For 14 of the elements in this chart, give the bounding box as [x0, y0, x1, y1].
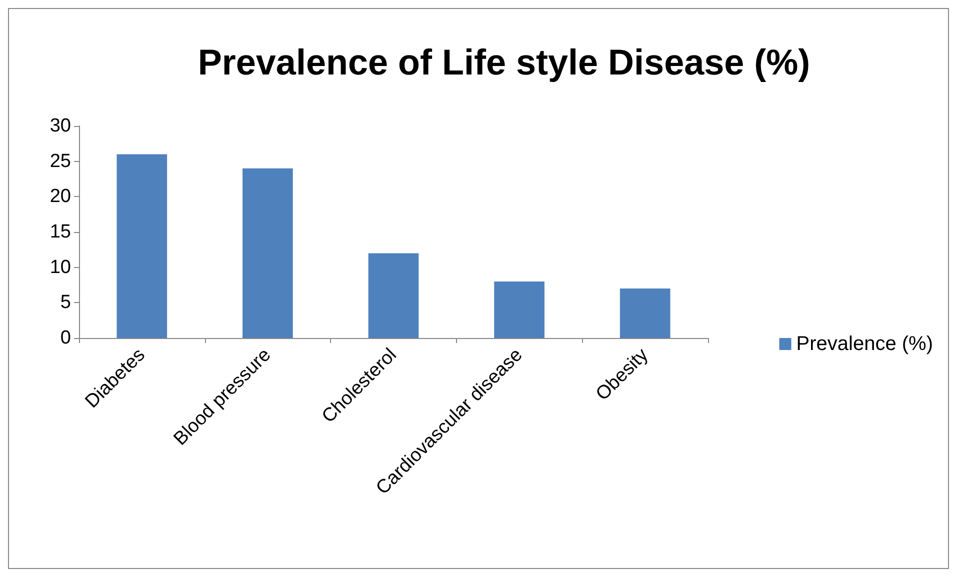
bar [242, 168, 293, 338]
y-tick-label: 10 [50, 256, 71, 278]
y-tick-label: 0 [60, 328, 71, 348]
bar [368, 253, 419, 338]
y-tick-label: 15 [50, 222, 71, 242]
y-tick-label: 25 [50, 150, 71, 172]
legend-label: Prevalence (%) [796, 333, 933, 355]
y-tick-label: 5 [60, 292, 71, 314]
bar [116, 154, 168, 338]
y-tick-label: 20 [50, 186, 71, 208]
y-tick-label: 30 [50, 116, 71, 136]
chart-title: Prevalence of Life style Disease (%) [198, 42, 810, 82]
bar [494, 281, 544, 338]
bar [620, 288, 670, 338]
